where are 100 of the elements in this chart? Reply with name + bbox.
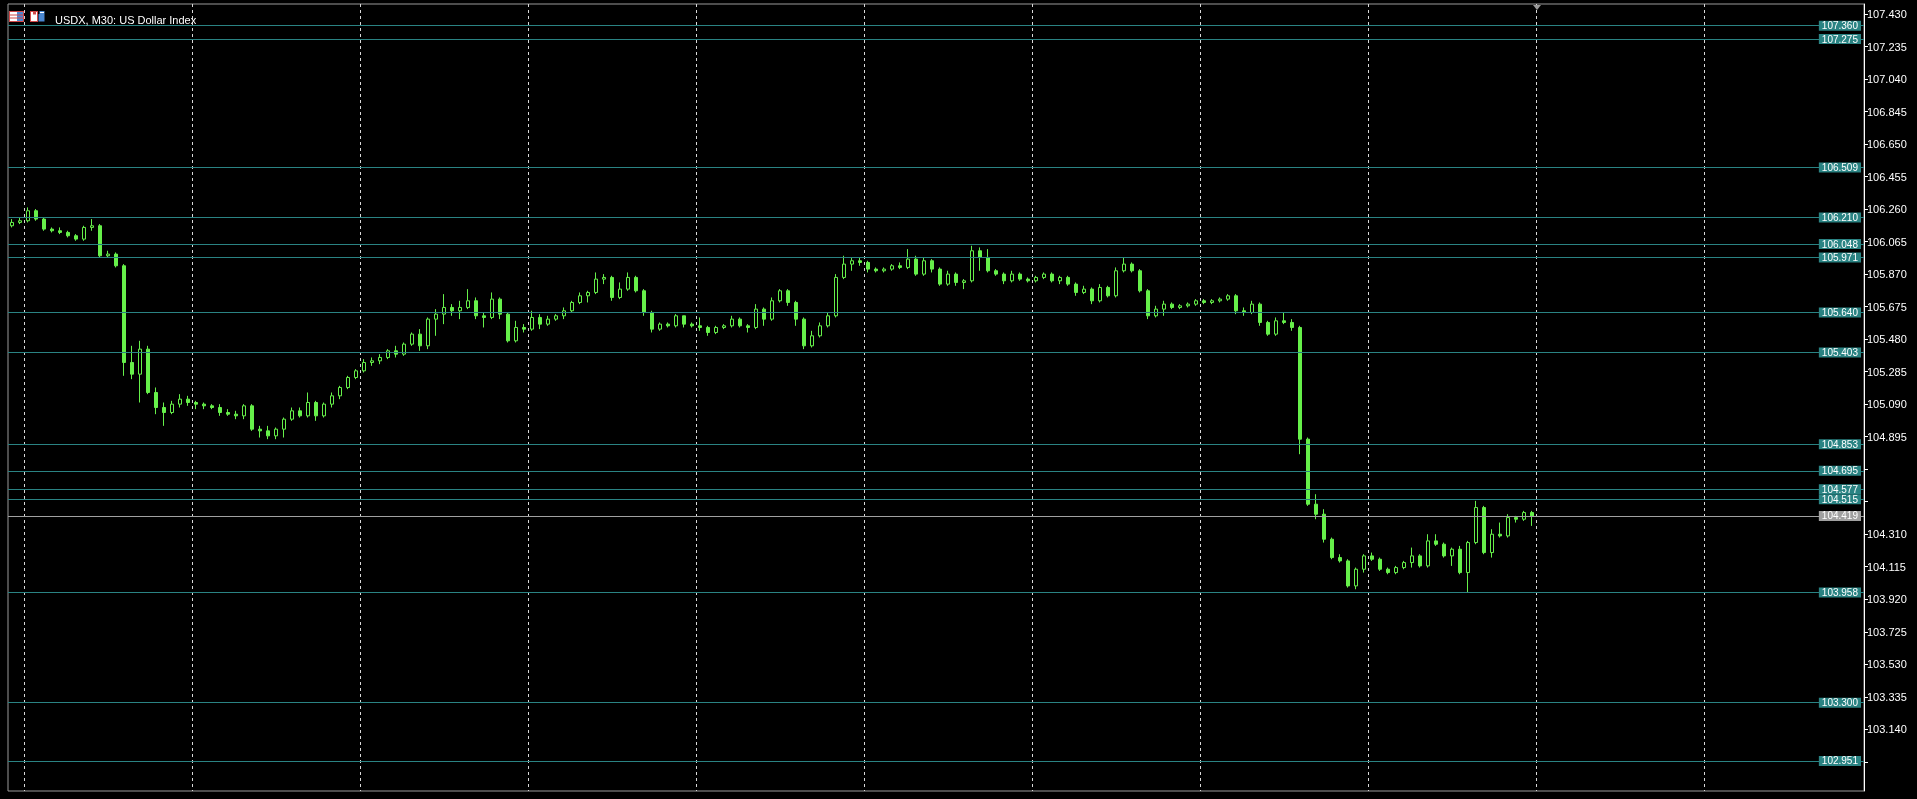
candlestick [618, 281, 622, 300]
candlestick [298, 407, 302, 419]
candlestick [954, 271, 958, 287]
candlestick [1282, 311, 1286, 325]
candlestick [674, 313, 678, 328]
candlestick [1274, 316, 1278, 337]
candlestick [306, 392, 310, 419]
y-tick-label: 104.310 [1867, 528, 1907, 541]
candlestick [874, 266, 878, 273]
candlestick [730, 315, 734, 328]
y-tick-label: 104.115 [1867, 560, 1906, 573]
y-tick-label: 106.650 [1867, 138, 1907, 151]
candlestick [946, 270, 950, 287]
candlestick [642, 288, 646, 317]
candlestick [1026, 276, 1030, 283]
candlestick [970, 245, 974, 283]
ref-line-label: 107.275 [1821, 33, 1859, 45]
ref-line-label: 106.509 [1821, 161, 1859, 173]
candlestick [1306, 437, 1310, 507]
candlestick [330, 392, 334, 408]
ref-line-label: 103.300 [1821, 697, 1859, 709]
candlestick [866, 260, 870, 273]
y-tick-label: 107.040 [1867, 73, 1907, 86]
candlestick [338, 385, 342, 400]
candlestick [234, 410, 238, 420]
candlestick [530, 310, 534, 332]
candlestick [962, 278, 966, 290]
y-tick-label: 103.530 [1867, 658, 1907, 671]
candlestick [658, 321, 662, 332]
candlestick [1082, 285, 1086, 295]
candlestick [914, 255, 918, 277]
candlestick [1338, 553, 1342, 564]
candlestick [1434, 533, 1438, 547]
candlestick [1346, 558, 1350, 589]
candlestick [442, 293, 446, 325]
candlestick [722, 323, 726, 330]
ref-line-label: 106.210 [1821, 211, 1859, 223]
candlestick [274, 427, 278, 440]
candlestick [810, 330, 814, 348]
candlestick [242, 403, 246, 420]
candlestick [1250, 300, 1254, 315]
candlestick [986, 248, 990, 273]
candlestick [1050, 271, 1054, 283]
candlestick [1186, 301, 1190, 308]
ref-line-label: 104.695 [1821, 465, 1859, 477]
candlestick [1498, 522, 1502, 539]
candlestick [1290, 318, 1294, 332]
candlestick [1490, 528, 1494, 559]
candlestick [506, 311, 510, 343]
candlestick [1218, 296, 1222, 303]
y-tick-label: 103.140 [1867, 723, 1907, 736]
candlestick [18, 216, 22, 225]
candlestick [1530, 510, 1534, 527]
y-tick-label: 105.285 [1867, 365, 1907, 378]
candlestick [194, 400, 198, 410]
candlestick [746, 323, 750, 333]
candlestick [786, 288, 790, 307]
candlestick [66, 230, 70, 238]
candlestick [10, 218, 14, 228]
candlestick [994, 268, 998, 277]
candlestick [1354, 567, 1358, 590]
candlestick [690, 321, 694, 328]
candlestick [210, 403, 214, 410]
candlestick [1090, 286, 1094, 305]
candlestick [1042, 271, 1046, 280]
candlestick [114, 251, 118, 268]
candlestick [1194, 298, 1198, 307]
candlestick [1514, 515, 1518, 524]
candlestick [162, 402, 166, 427]
candlestick [1410, 547, 1414, 569]
candlestick [826, 311, 830, 328]
candlestick [1170, 301, 1174, 310]
ref-line-label: 105.971 [1821, 251, 1859, 263]
ref-line-label: 102.951 [1821, 755, 1859, 767]
candlestick [554, 313, 558, 322]
candlestick [938, 266, 942, 287]
candlestick [1018, 271, 1022, 282]
candlestick [754, 303, 758, 330]
candlestick [402, 341, 406, 357]
candlestick [1162, 300, 1166, 317]
candlestick [314, 400, 318, 422]
candlestick [1298, 325, 1302, 455]
candlestick [922, 256, 926, 277]
candlestick [1266, 320, 1270, 337]
ref-line-label: 104.419 [1821, 510, 1859, 522]
candlestick [1098, 283, 1102, 303]
candlestick [1450, 547, 1454, 567]
candlestick [1458, 545, 1462, 575]
ref-line-label: 105.403 [1821, 346, 1859, 358]
ref-line-label: 105.640 [1821, 306, 1859, 318]
candlestick [322, 402, 326, 419]
candlestick [354, 368, 358, 380]
candlestick [898, 261, 902, 270]
candlestick [738, 316, 742, 328]
candlestick [882, 266, 886, 273]
y-tick-label: 105.480 [1867, 333, 1907, 346]
candlestick [482, 311, 486, 328]
candlestick [1138, 268, 1142, 293]
candlestick [802, 316, 806, 350]
candlestick [98, 223, 102, 258]
